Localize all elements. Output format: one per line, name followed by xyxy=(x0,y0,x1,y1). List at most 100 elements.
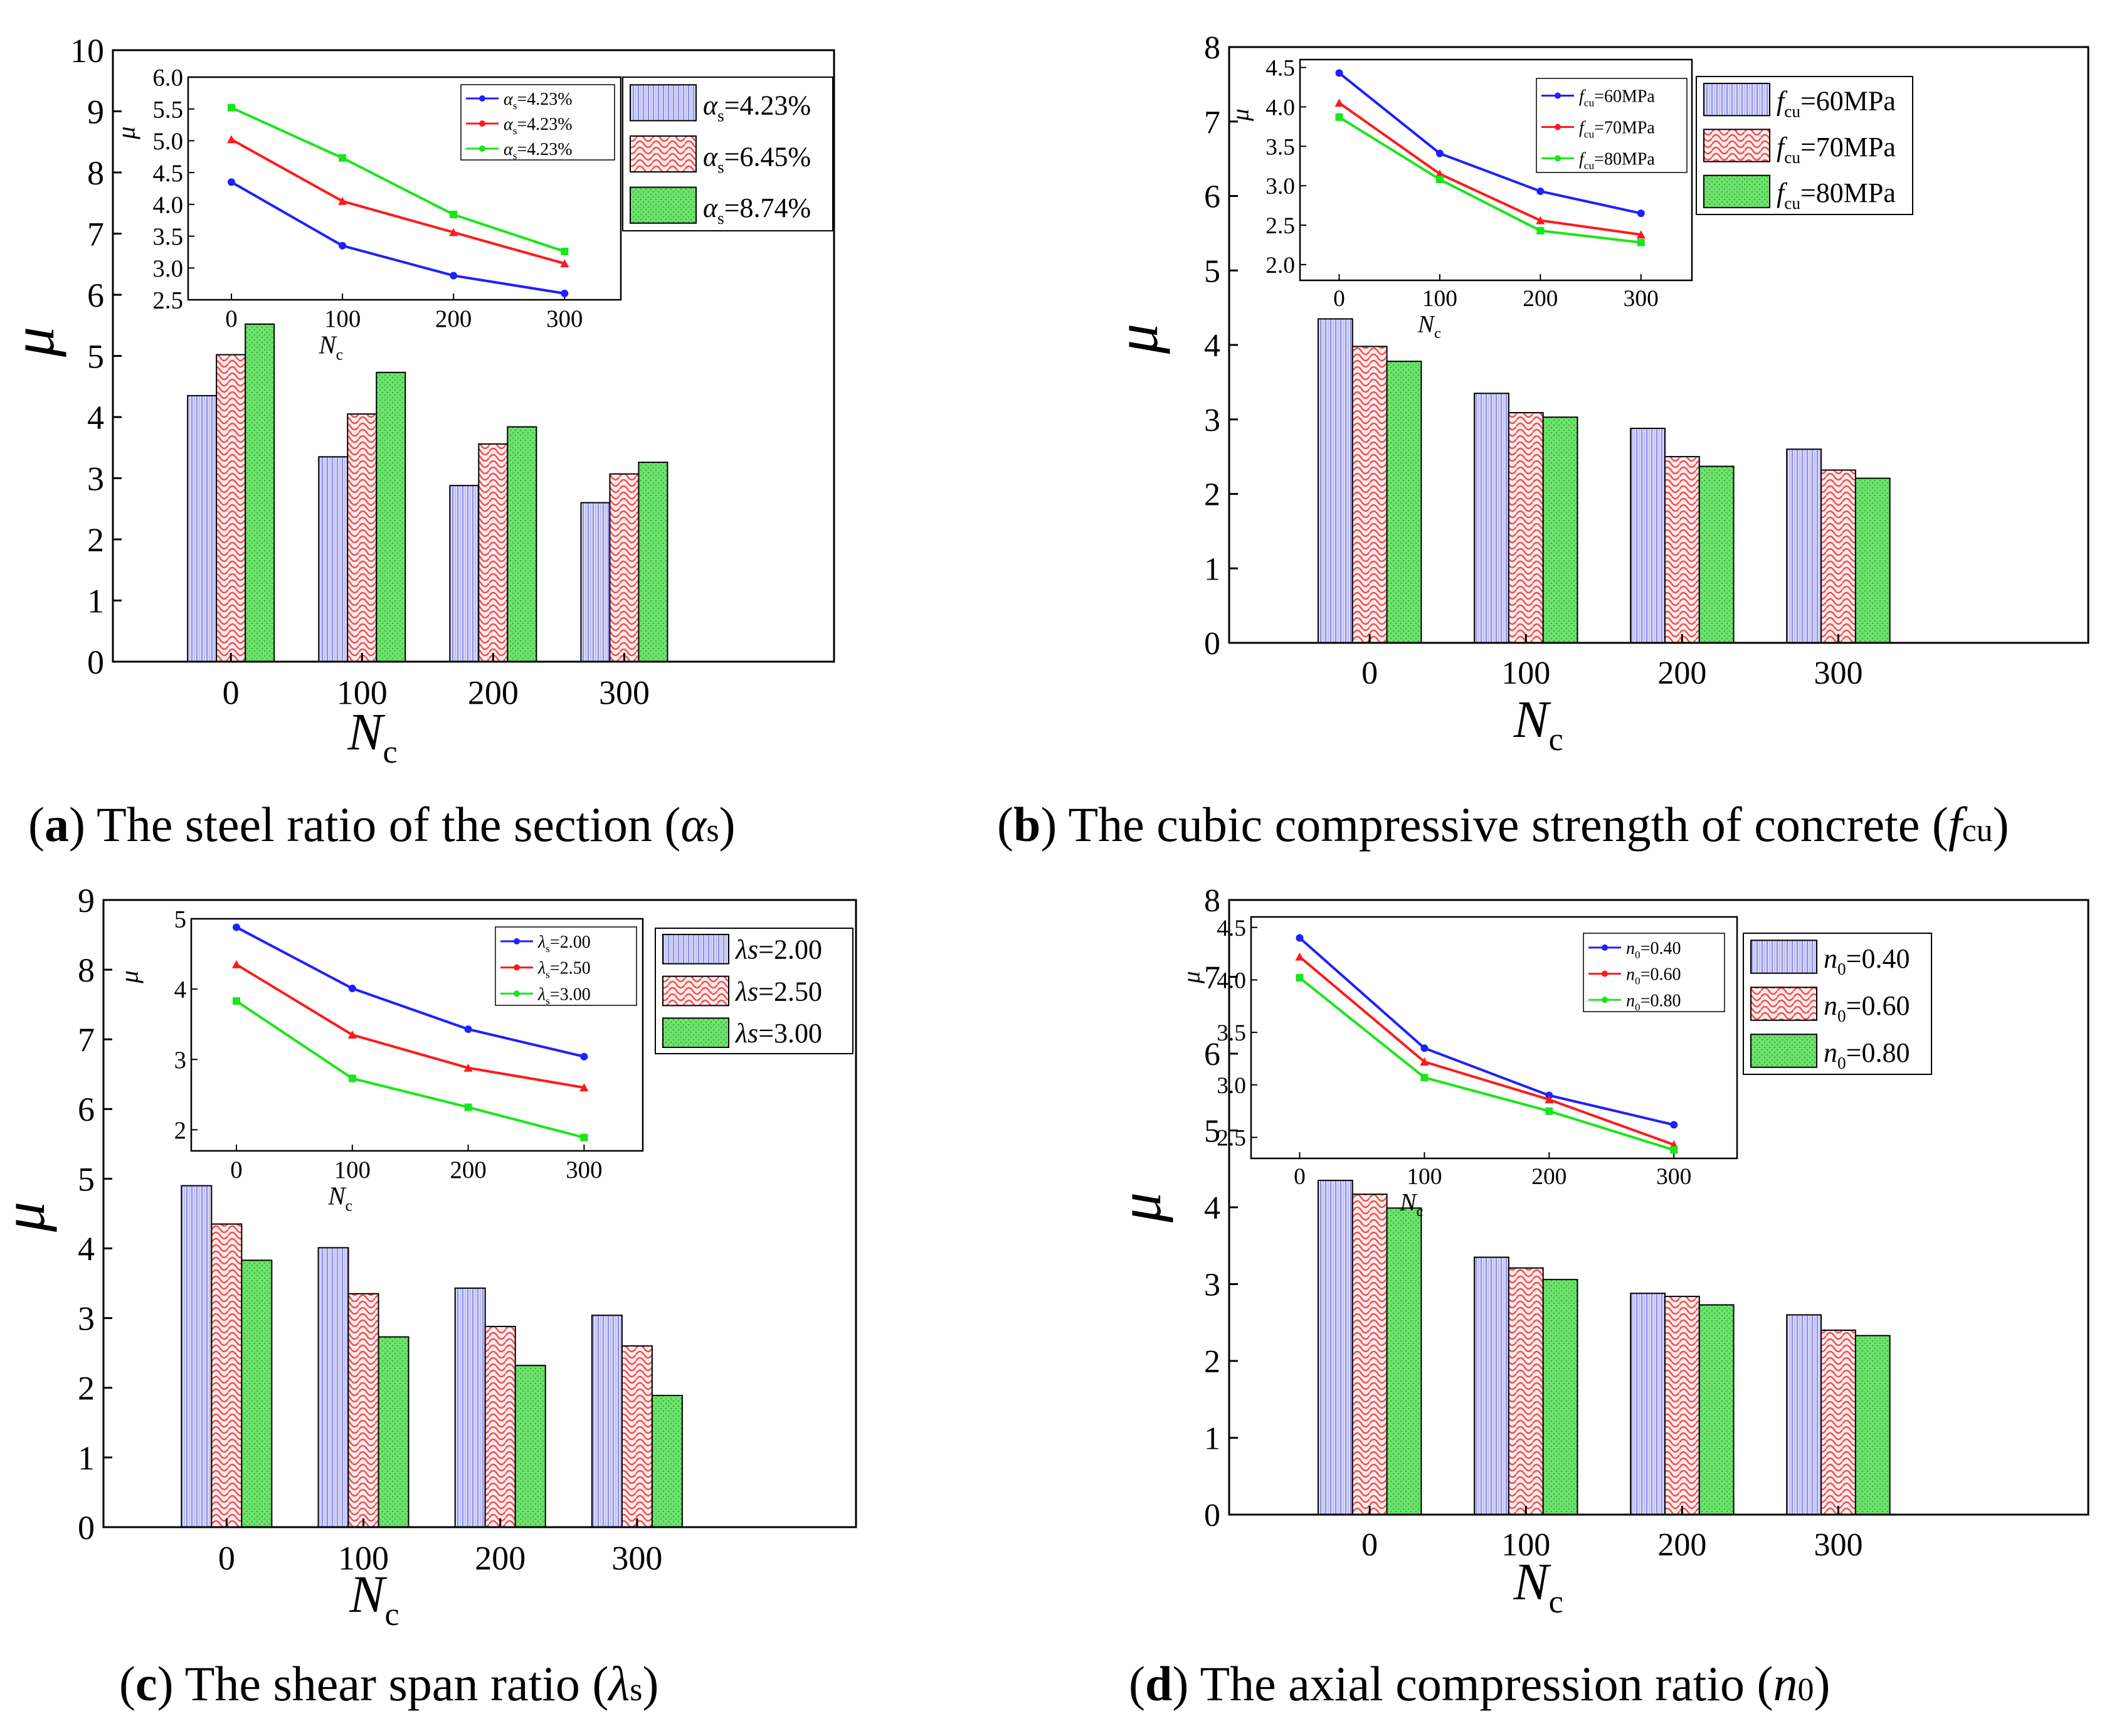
caption-symbol: λ xyxy=(608,1656,630,1711)
inset-point xyxy=(348,985,356,992)
bar-series3-cat-300 xyxy=(1854,477,1891,643)
y-tick-label: 7 xyxy=(87,215,104,253)
legend-label-1: n0=0.40 xyxy=(1824,943,1910,978)
y-tick-label: 0 xyxy=(87,643,104,681)
inset-chart: 2 3 4 5 0 100 200 300 μ Nc λs=2.00 λs=2.50 λs=3.00 xyxy=(115,906,644,1215)
inset-legend-marker-2 xyxy=(479,120,485,127)
inset-y-tick-label: 2 xyxy=(174,1117,186,1144)
inset-point xyxy=(339,154,347,162)
inset-line-series3 xyxy=(1299,977,1674,1151)
x-tick-label: 0 xyxy=(1361,1527,1378,1563)
caption-text: The axial compression ratio xyxy=(1200,1656,1745,1711)
caption-subscript: s xyxy=(706,813,719,849)
inset-y-axis-label: μ xyxy=(1227,109,1254,122)
y-tick-label: 7 xyxy=(1204,105,1220,140)
y-tick-label: 2 xyxy=(1204,477,1220,513)
caption-letter: d xyxy=(1144,1656,1173,1711)
inset-y-tick-label: 3 xyxy=(174,1047,186,1074)
inset-x-tick-label: 100 xyxy=(334,1156,371,1183)
inset-legend-marker-2 xyxy=(1602,970,1608,977)
inset-point xyxy=(1536,187,1545,195)
inset-point xyxy=(1545,1095,1554,1104)
inset-x-tick-label: 200 xyxy=(1523,286,1558,312)
bar-series3-cat-200 xyxy=(514,1365,546,1528)
bar-series3-cat-100 xyxy=(1542,1279,1578,1516)
bar-series3-cat-300 xyxy=(1854,1335,1891,1515)
x-axis-label: Nc xyxy=(1513,691,1563,758)
bar-series2-cat-200 xyxy=(1664,1296,1700,1516)
caption-text: The steel ratio of the section xyxy=(97,797,652,852)
legend-swatch-1 xyxy=(630,84,697,122)
caption-c: (c) The shear span ratio (λs) xyxy=(119,1656,659,1711)
inset-point xyxy=(1334,98,1344,107)
inset-x-axis-label: Nc xyxy=(318,331,342,364)
y-tick-label: 6 xyxy=(78,1091,95,1128)
inset-x-tick-label: 300 xyxy=(566,1156,602,1183)
bar-series3-cat-100 xyxy=(378,1336,409,1528)
caption-letter: c xyxy=(135,1656,157,1711)
inset-legend-marker-1 xyxy=(1602,944,1608,951)
inset-y-tick-label: 3.0 xyxy=(1265,174,1295,199)
inset-y-tick-label: 4.5 xyxy=(1217,916,1246,941)
inset-y-tick-label: 3.5 xyxy=(1265,134,1295,160)
x-tick-label: 300 xyxy=(1814,655,1862,691)
inset-y-tick-label: 3.5 xyxy=(152,223,183,250)
bar-series1-cat-100 xyxy=(317,1247,349,1528)
inset-y-tick-label: 3.5 xyxy=(1217,1020,1246,1046)
bar-series3-cat-100 xyxy=(376,371,406,662)
bar-series1-cat-0 xyxy=(1317,318,1353,643)
inset-point xyxy=(450,211,458,219)
inset-legend-label-2: fcu=70MPa xyxy=(1579,119,1655,140)
inset-point xyxy=(1335,113,1343,121)
inset-y-tick-label: 6.0 xyxy=(152,65,183,92)
inset-point xyxy=(1536,216,1545,225)
bar-series2-cat-200 xyxy=(1664,456,1700,643)
bar-series3-cat-200 xyxy=(507,426,537,662)
legend-label-3: n0=0.80 xyxy=(1824,1037,1910,1072)
legend-swatch-1 xyxy=(1703,83,1770,117)
inset-point xyxy=(580,1052,588,1061)
inset-line-series3 xyxy=(235,1000,584,1139)
caption-d: (d) The axial compression ratio (n0) xyxy=(1129,1656,1831,1711)
y-tick-label: 9 xyxy=(87,93,104,130)
bar-series2-cat-100 xyxy=(1508,412,1544,643)
inset-y-axis-label: μ xyxy=(115,970,143,984)
inset-x-tick-label: 0 xyxy=(225,305,237,332)
y-tick-label: 6 xyxy=(1204,1037,1220,1072)
inset-legend-label-1: fcu=60MPa xyxy=(1579,87,1655,109)
caption-text: The shear span ratio xyxy=(184,1656,580,1711)
inset-legend-marker-1 xyxy=(1555,92,1561,99)
bar-series2-cat-100 xyxy=(1508,1267,1544,1516)
legend-label-1: αs=4.23% xyxy=(703,90,811,125)
inset-x-tick-label: 300 xyxy=(1656,1164,1691,1190)
x-axis-label: Nc xyxy=(347,703,397,770)
panel-a: 0 100 200 300 0 1 2 3 4 5 6 7 8 9 10 μ Nc αs=4.23% αs=6.45… xyxy=(0,32,835,770)
y-tick-label: 4 xyxy=(87,399,104,437)
inset-x-tick-label: 300 xyxy=(1624,286,1659,312)
x-tick-label: 100 xyxy=(1501,1527,1550,1563)
x-tick-label: 0 xyxy=(223,674,240,712)
y-tick-label: 2 xyxy=(87,521,104,559)
inset-line-series1 xyxy=(1338,71,1642,215)
bar-series3-cat-0 xyxy=(241,1259,273,1528)
bar-series1-cat-200 xyxy=(449,485,480,662)
inset-point xyxy=(228,103,235,112)
inset-y-tick-label: 5.5 xyxy=(152,96,183,123)
legend-swatch-3 xyxy=(1750,1034,1817,1068)
inset-point xyxy=(450,272,458,280)
y-tick-label: 6 xyxy=(87,277,104,314)
inset-x-tick-label: 200 xyxy=(1531,1164,1567,1190)
bar-series2-cat-300 xyxy=(621,1345,653,1528)
inset-chart: 2.5 3.0 3.5 4.0 4.5 5.0 5.5 6.0 0 100 200 300 μ Nc αs=… xyxy=(112,65,622,364)
inset-point xyxy=(1545,1107,1553,1115)
inset-point xyxy=(1335,69,1343,77)
x-tick-label: 0 xyxy=(218,1540,235,1577)
inset-line-series1 xyxy=(1299,936,1674,1126)
y-tick-label: 3 xyxy=(1204,403,1220,438)
inset-point xyxy=(1637,209,1645,218)
legend-swatch-2 xyxy=(662,975,729,1007)
inset-point xyxy=(1295,952,1304,961)
y-tick-label: 1 xyxy=(1204,1421,1220,1457)
caption-letter: a xyxy=(44,797,69,852)
inset-y-tick-label: 4.0 xyxy=(1217,968,1246,994)
